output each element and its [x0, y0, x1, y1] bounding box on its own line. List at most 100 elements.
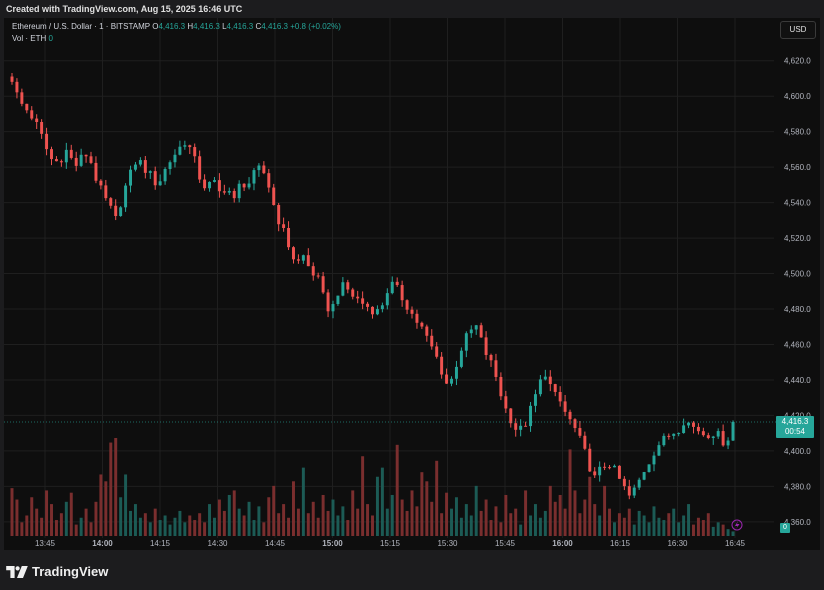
- volume-bar: [400, 499, 404, 536]
- volume-bar: [366, 504, 370, 536]
- candle-body: [553, 384, 557, 392]
- last-price-tag: 4,416.3 00:54: [776, 415, 814, 438]
- volume-bar: [469, 515, 473, 536]
- candle-body: [331, 304, 335, 312]
- volume-bar: [193, 520, 197, 536]
- x-tick-label: 15:45: [495, 539, 516, 548]
- candle-body: [464, 333, 468, 351]
- volume-bar: [183, 522, 187, 536]
- candle-body: [440, 356, 444, 375]
- candle-body: [287, 227, 291, 248]
- volume-bar: [617, 513, 621, 536]
- candle-body: [292, 247, 295, 260]
- candle-body: [356, 296, 360, 299]
- candle-body: [89, 156, 93, 163]
- volume-bar: [415, 506, 419, 536]
- y-tick-label: 4,400.0: [784, 447, 811, 456]
- candle-body: [109, 198, 113, 206]
- candle-body: [129, 169, 133, 186]
- volume-bar: [529, 515, 533, 536]
- candle-body: [50, 149, 53, 160]
- x-tick-label: 15:30: [437, 539, 458, 548]
- volume-bar: [237, 508, 241, 536]
- candle-body: [667, 435, 671, 437]
- currency-button[interactable]: USD: [780, 21, 816, 39]
- volume-bar: [578, 513, 582, 536]
- candle-body: [415, 313, 419, 323]
- volume-bar: [519, 524, 523, 536]
- volume-bar: [533, 504, 537, 536]
- candle-body: [459, 350, 463, 367]
- candlestick-chart[interactable]: 4,620.0 4,600.0 4,580.0 4,560.0 4,540.0 4,520…: [4, 18, 820, 550]
- volume-bar: [79, 517, 83, 536]
- footer: TradingView: [0, 550, 824, 590]
- volume-bar: [198, 513, 202, 536]
- candle-body: [54, 159, 58, 162]
- volume-bar: [316, 517, 320, 536]
- candle-body: [351, 289, 355, 297]
- chart-panel[interactable]: 4,620.0 4,600.0 4,580.0 4,560.0 4,540.0 4,520…: [4, 18, 820, 550]
- symbol-title: Ethereum / U.S. Dollar · 1 · BITSTAMP: [12, 22, 150, 31]
- volume-bar: [380, 467, 384, 536]
- candle-body: [430, 335, 434, 347]
- volume-bar: [459, 517, 463, 536]
- change-value: +0.8 (+0.02%): [290, 22, 341, 31]
- volume-bar: [375, 476, 379, 536]
- candle-body: [183, 145, 187, 147]
- volume-bar: [667, 513, 671, 536]
- tradingview-logo[interactable]: TradingView: [6, 564, 108, 579]
- candle-body: [395, 281, 399, 286]
- volume-bar: [647, 522, 651, 536]
- candle-body: [242, 183, 246, 188]
- x-tick-label: 16:45: [725, 539, 746, 548]
- candle-body: [272, 187, 276, 206]
- candle-body: [346, 282, 350, 290]
- volume-bar: [543, 510, 547, 536]
- volume-bar: [583, 499, 587, 536]
- candle-body: [203, 179, 207, 189]
- volume-bar: [494, 506, 498, 536]
- volume-bar: [711, 526, 715, 536]
- candle-body: [94, 162, 98, 181]
- candle-body: [212, 180, 216, 182]
- volume-bar: [173, 517, 177, 536]
- volume-bar: [208, 504, 212, 536]
- candle-body: [79, 154, 83, 166]
- volume-bar: [25, 515, 29, 536]
- volume-bar: [489, 520, 493, 536]
- volume-bar: [272, 485, 276, 536]
- candle-body: [188, 145, 192, 148]
- volume-bar: [450, 508, 453, 536]
- volume-bar: [657, 517, 661, 536]
- candle-body: [711, 436, 715, 438]
- candle-body: [306, 255, 310, 267]
- volume-bar: [326, 510, 330, 536]
- volume-bar: [64, 501, 68, 536]
- candle-body: [405, 300, 409, 310]
- y-tick-label: 4,520.0: [784, 234, 811, 243]
- candle-body: [222, 191, 226, 193]
- y-tick-label: 4,600.0: [784, 92, 811, 101]
- candle-body: [548, 376, 552, 385]
- candle-body: [558, 391, 562, 402]
- volume-bar: [114, 438, 118, 536]
- candle-body: [217, 180, 221, 192]
- candle-body: [652, 455, 656, 465]
- candle-body: [514, 423, 518, 430]
- volume-bar: [410, 490, 414, 536]
- volume-bar: [277, 513, 281, 536]
- candle-body: [696, 426, 700, 432]
- volume-bar: [692, 524, 695, 536]
- volume-bar: [677, 522, 681, 536]
- candle-body: [366, 303, 370, 307]
- volume-bar: [721, 524, 725, 536]
- candle-body: [642, 472, 646, 480]
- candle-body: [400, 285, 404, 301]
- y-tick-label: 4,440.0: [784, 376, 811, 385]
- candle-body: [499, 376, 503, 397]
- volume-bar: [637, 510, 641, 536]
- candle-body: [706, 435, 710, 438]
- volume-bar: [262, 522, 266, 536]
- volume-bar: [212, 517, 216, 536]
- volume-bar: [321, 494, 325, 536]
